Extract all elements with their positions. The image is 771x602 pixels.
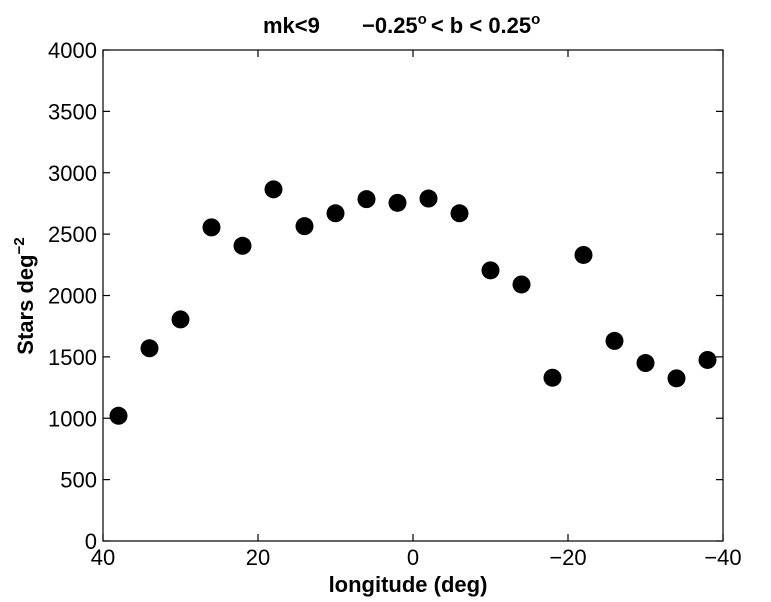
data-point	[481, 261, 500, 280]
data-point	[636, 354, 655, 373]
plot-area-frame	[102, 49, 724, 542]
data-point	[667, 369, 686, 388]
y-axis-title: Stars deg−2	[11, 237, 38, 354]
data-point	[264, 180, 283, 199]
y-tick-label: 4000	[48, 38, 97, 63]
data-point	[233, 236, 252, 255]
x-tick-label: 40	[91, 545, 115, 570]
title-degree-superscript-2: o	[531, 11, 540, 28]
chart-title-right: −0.25o < b < 0.25o	[362, 11, 540, 38]
data-point	[605, 331, 624, 350]
y-tick-label: 3000	[48, 161, 97, 186]
data-point	[419, 189, 438, 208]
data-point	[357, 190, 376, 209]
title-middle-part: < b < 0.25	[431, 13, 531, 38]
data-point	[388, 193, 407, 212]
y-tick-label: 2500	[48, 222, 97, 247]
x-axis-ticks: 40 20 0 −20 −40	[91, 50, 742, 570]
data-point	[574, 245, 593, 264]
chart-title-left: mk<9	[263, 13, 320, 38]
data-point	[543, 368, 562, 387]
y-tick-label: 0	[85, 529, 97, 554]
data-point	[109, 406, 128, 425]
data-points	[109, 180, 717, 425]
x-tick-label: 20	[246, 545, 270, 570]
data-point	[171, 310, 190, 329]
y-axis-title-main: Stars deg	[13, 254, 38, 354]
y-tick-label: 1000	[48, 406, 97, 431]
x-tick-label: −40	[704, 545, 741, 570]
data-point	[202, 218, 221, 237]
data-point	[295, 217, 314, 236]
y-axis-ticks: 0 500 1000 1500 2000 2500 3000 3500 4000	[48, 38, 723, 554]
data-point	[326, 204, 345, 223]
data-point	[450, 204, 469, 223]
title-degree-superscript-1: o	[418, 11, 427, 28]
data-point	[698, 350, 717, 369]
y-tick-label: 1500	[48, 345, 97, 370]
x-axis-title: longitude (deg)	[329, 572, 488, 597]
y-tick-label: 2000	[48, 284, 97, 309]
data-point	[140, 339, 159, 358]
title-minus-part: −0.25	[362, 13, 418, 38]
y-axis-title-superscript: −2	[11, 237, 28, 254]
data-point	[512, 275, 531, 294]
y-tick-label: 3500	[48, 99, 97, 124]
y-tick-label: 500	[60, 468, 97, 493]
x-tick-label: −20	[549, 545, 586, 570]
x-tick-label: 0	[407, 545, 419, 570]
